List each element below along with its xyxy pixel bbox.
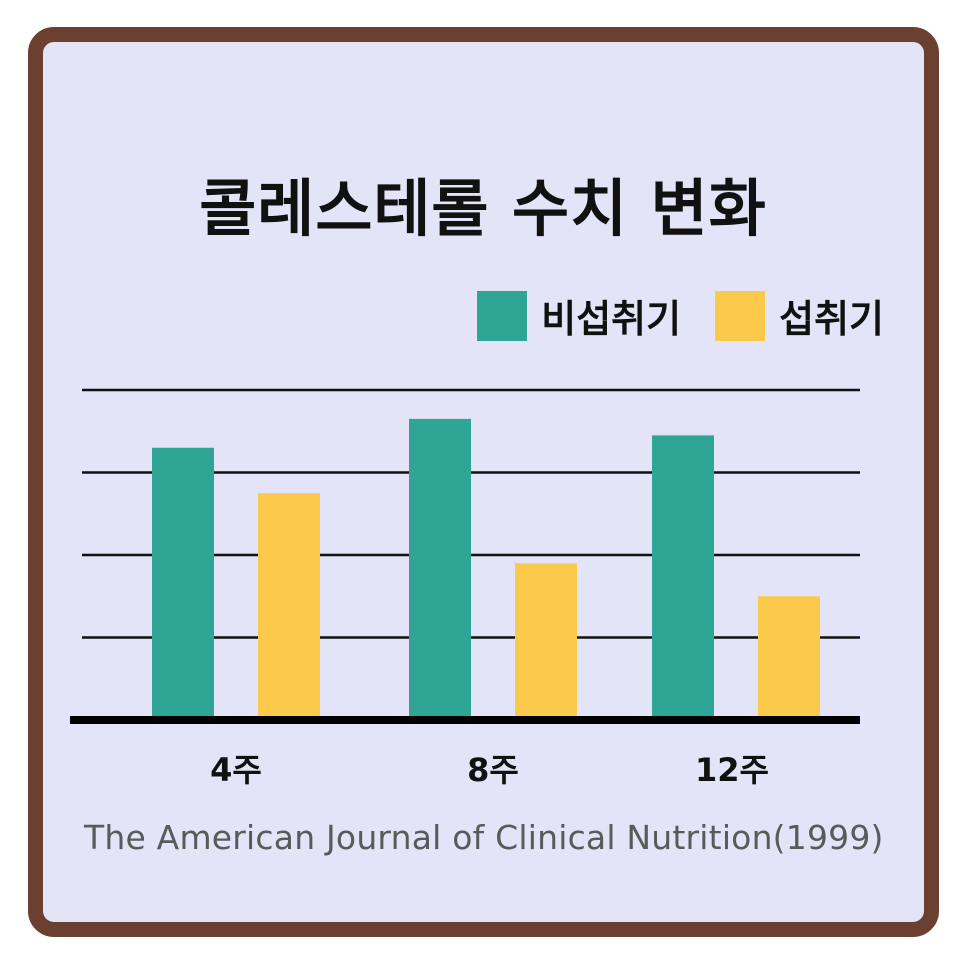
bar-non-intake-2 (409, 418, 471, 720)
legend-item-intake: 섭취기 (715, 288, 884, 343)
bar-intake-3 (758, 596, 820, 720)
x-tick-label: 4주 (210, 751, 262, 789)
bar-non-intake-3 (652, 435, 714, 720)
chart-title: 콜레스테롤 수치 변화 (199, 172, 767, 245)
legend-label-intake: 섭취기 (779, 297, 884, 341)
legend-label-non-intake: 비섭취기 (541, 297, 682, 341)
bar-intake-2 (515, 563, 577, 720)
x-tick-label: 8주 (467, 751, 519, 789)
legend-swatch-intake (715, 290, 766, 341)
bar-non-intake-1 (152, 447, 214, 720)
bar-intake-1 (258, 493, 320, 720)
x-tick-label: 12주 (695, 751, 769, 789)
source-citation: The American Journal of Clinical Nutriti… (84, 818, 884, 857)
legend: 비섭취기 섭취기 (443, 288, 884, 343)
legend-swatch-non-intake (477, 290, 528, 341)
legend-item-non-intake: 비섭취기 (477, 288, 681, 343)
